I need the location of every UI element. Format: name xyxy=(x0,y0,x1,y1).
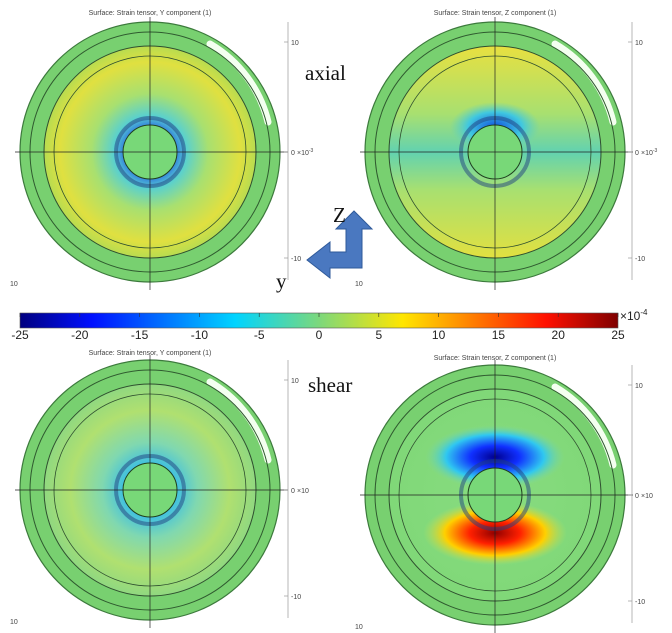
colorbar-multiplier: ×10-4 xyxy=(620,308,648,323)
z-label: Z xyxy=(333,203,346,227)
corner-label: 10 xyxy=(355,281,363,288)
multiplier: ×10 xyxy=(641,150,653,157)
figure: Surface: Strain tensor, Y component (1) 1… xyxy=(0,0,672,633)
axis-tick-label: -10 xyxy=(635,599,645,606)
colorbar-tick-label: 15 xyxy=(492,328,506,342)
plot-panel: Surface: Strain tensor, Y component (1) 1… xyxy=(10,10,314,290)
colorbar-tick-label: 0 xyxy=(316,328,323,342)
y-label: y xyxy=(276,269,287,293)
multiplier: ×10 xyxy=(297,488,309,495)
axis-multiplier: ×10 xyxy=(641,493,653,500)
axis-multiplier: ×10-3 xyxy=(641,148,658,157)
colorbar-tick-label: 5 xyxy=(375,328,382,342)
colorbar-tick-label: 10 xyxy=(432,328,446,342)
colorbar-tick-label: 20 xyxy=(552,328,566,342)
axis-multiplier: ×10-3 xyxy=(297,148,314,157)
panel-title: Surface: Strain tensor, Z component (1) xyxy=(434,10,557,17)
axis-multiplier: ×10 xyxy=(297,488,309,495)
corner-label: 10 xyxy=(10,619,18,626)
colorbar-tick-label: -20 xyxy=(71,328,89,342)
multiplier: ×10 xyxy=(641,493,653,500)
axis-tick-label: 0 xyxy=(635,150,639,157)
exponent: -3 xyxy=(653,148,658,154)
colorbar-tick-label: -15 xyxy=(131,328,149,342)
axis-tick-label: 0 xyxy=(635,493,639,500)
axis-tick-label: -10 xyxy=(291,256,301,263)
multiplier: ×10 xyxy=(297,150,309,157)
colorbar-tick-label: -5 xyxy=(254,328,265,342)
exponent: -3 xyxy=(309,148,314,154)
panel-title: Surface: Strain tensor, Y component (1) xyxy=(89,10,212,17)
axis-tick-label: 10 xyxy=(635,40,643,47)
multiplier: ×10 xyxy=(620,309,641,323)
axis-tick-label: -10 xyxy=(635,256,645,263)
shear-label: shear xyxy=(308,373,352,397)
axis-tick-label: 0 xyxy=(291,488,295,495)
plot-panel: Surface: Strain tensor, Y component (1)1… xyxy=(10,350,309,628)
axis-tick-label: 10 xyxy=(291,40,299,47)
plot-panel: Surface: Strain tensor, Z component (1) 1… xyxy=(355,10,658,290)
axis-tick-label: 10 xyxy=(291,378,299,385)
colorbar-tick-label: 25 xyxy=(611,328,625,342)
exponent: -4 xyxy=(640,308,648,317)
axial-label: axial xyxy=(305,61,346,85)
colorbar-tick-label: -10 xyxy=(191,328,209,342)
corner-label: 10 xyxy=(10,281,18,288)
axis-tick-label: 0 xyxy=(291,150,295,157)
colorbar-tick-label: -25 xyxy=(11,328,29,342)
axis-tick-label: -10 xyxy=(291,594,301,601)
plot-panel: Surface: Strain tensor, Z component (1)1… xyxy=(355,355,653,633)
axis-tick-label: 10 xyxy=(635,383,643,390)
corner-label: 10 xyxy=(355,624,363,631)
colorbar: ×10-4 -25 -20 -15 -10 -5 0 5 10 15 20 25 xyxy=(11,308,648,342)
